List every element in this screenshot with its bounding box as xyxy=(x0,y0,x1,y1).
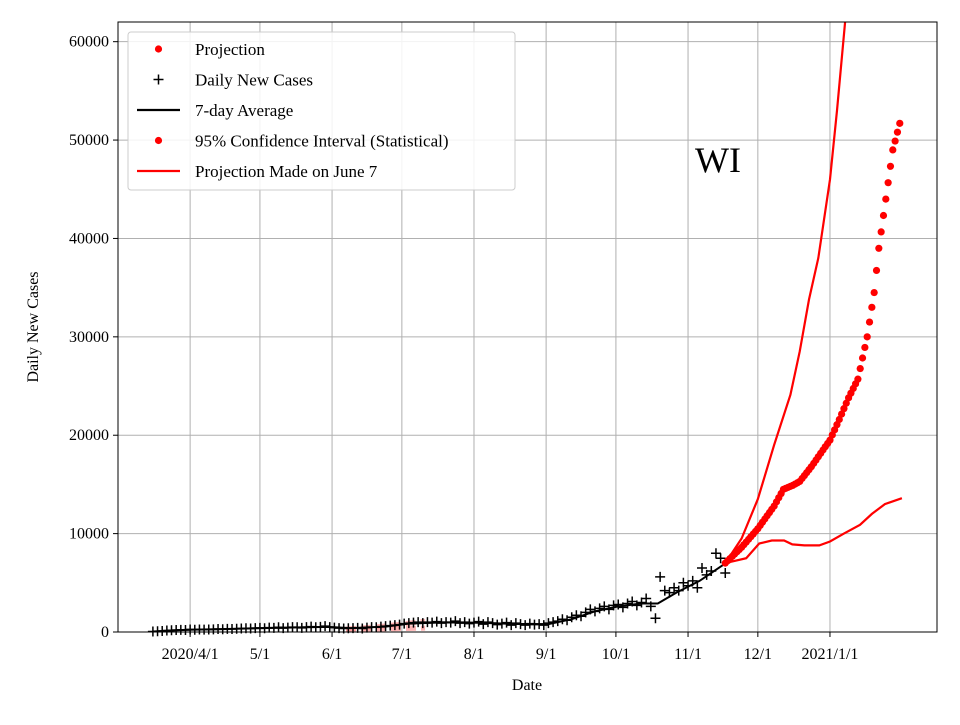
x-tick-label: 8/1 xyxy=(464,646,484,663)
x-tick-label: 11/1 xyxy=(674,646,702,663)
projection-point xyxy=(854,375,862,383)
y-axis-label: Daily New Cases xyxy=(25,271,42,382)
daily-cases-marker xyxy=(450,616,461,627)
y-tick-label: 30000 xyxy=(69,329,109,346)
x-tick-label: 7/1 xyxy=(392,646,412,663)
x-tick-label: 2021/1/1 xyxy=(802,646,859,663)
x-tick-label: 6/1 xyxy=(322,646,342,663)
projection-point xyxy=(865,318,874,326)
projection-point xyxy=(889,146,897,154)
legend-label: Projection xyxy=(195,40,265,59)
daily-cases-marker xyxy=(520,620,531,631)
daily-cases-marker xyxy=(413,617,424,628)
legend-label: Projection Made on June 7 xyxy=(195,162,378,181)
projection-point xyxy=(893,128,902,136)
projection-point xyxy=(870,288,878,297)
projection-point xyxy=(842,399,850,407)
projection-point xyxy=(879,211,888,220)
ci-lower-line xyxy=(725,497,903,565)
projection-point xyxy=(886,162,895,170)
daily-cases-marker xyxy=(478,619,489,630)
legend-label: Daily New Cases xyxy=(195,71,313,90)
daily-cases-marker xyxy=(715,553,726,564)
x-tick-label: 9/1 xyxy=(536,646,556,663)
projection-point xyxy=(872,266,881,275)
daily-cases-marker xyxy=(692,582,703,593)
daily-cases-marker xyxy=(594,603,605,614)
legend-plus-icon xyxy=(153,74,164,85)
june7-projection-line xyxy=(345,625,426,632)
projection-point xyxy=(863,333,871,341)
projection-point xyxy=(856,364,864,373)
y-tick-label: 0 xyxy=(101,624,109,641)
daily-cases-marker xyxy=(506,620,517,631)
projection-point xyxy=(882,195,890,203)
daily-cases-marker xyxy=(659,585,670,596)
axes-frame xyxy=(117,21,938,633)
daily-cases-marker xyxy=(655,571,666,582)
legend-box xyxy=(127,31,516,191)
chart-title: WI xyxy=(695,140,741,180)
seven-day-average-line xyxy=(152,564,724,633)
x-tick-label: 2020/4/1 xyxy=(162,646,219,663)
daily-cases-marker xyxy=(492,619,503,630)
projection-point xyxy=(884,179,892,187)
y-tick-label: 20000 xyxy=(69,427,109,444)
projection-point xyxy=(838,410,846,418)
legend-dot-icon xyxy=(154,45,163,53)
daily-cases-marker xyxy=(710,548,721,559)
projection-point xyxy=(877,228,885,236)
daily-cases-marker xyxy=(538,620,549,631)
y-tick-label: 40000 xyxy=(69,230,109,247)
x-axis: 2020/4/1 5/1 6/1 7/1 8/1 9/1 10/1 11/1 12/1 2021/… xyxy=(162,632,859,663)
daily-cases-marker xyxy=(650,613,661,624)
daily-cases-marker xyxy=(557,614,568,625)
y-tick-label: 50000 xyxy=(69,132,109,149)
x-tick-label: 10/1 xyxy=(602,646,630,663)
legend: Projection Daily New Cases 7-day Average 95… xyxy=(127,31,516,191)
projection-point xyxy=(868,303,876,311)
daily-cases-marker xyxy=(720,567,731,578)
daily-cases-marker xyxy=(622,598,633,609)
y-axis: 0 10000 20000 30000 40000 50000 60000 xyxy=(69,34,118,641)
legend-label: 7-day Average xyxy=(195,101,293,120)
x-tick-label: 5/1 xyxy=(250,646,270,663)
plot-area xyxy=(147,21,904,637)
projection-point xyxy=(840,405,848,413)
projection-point xyxy=(861,343,869,352)
daily-cases-marker xyxy=(608,600,619,611)
projection-point xyxy=(858,354,867,362)
y-tick-label: 10000 xyxy=(69,526,109,543)
projection-point xyxy=(896,119,904,127)
daily-cases-marker xyxy=(473,616,484,627)
y-tick-label: 60000 xyxy=(69,34,109,51)
projection-point xyxy=(891,137,899,145)
ci-upper-line xyxy=(724,21,847,564)
x-tick-label: 12/1 xyxy=(744,646,772,663)
legend-label: 95% Confidence Interval (Statistical) xyxy=(195,132,449,151)
legend-dot-icon xyxy=(154,136,163,145)
x-axis-label: Date xyxy=(512,677,542,694)
projection-point xyxy=(875,244,883,252)
projection-point xyxy=(835,415,843,424)
daily-cases-marker xyxy=(641,593,652,604)
daily-cases-marker xyxy=(697,563,708,574)
